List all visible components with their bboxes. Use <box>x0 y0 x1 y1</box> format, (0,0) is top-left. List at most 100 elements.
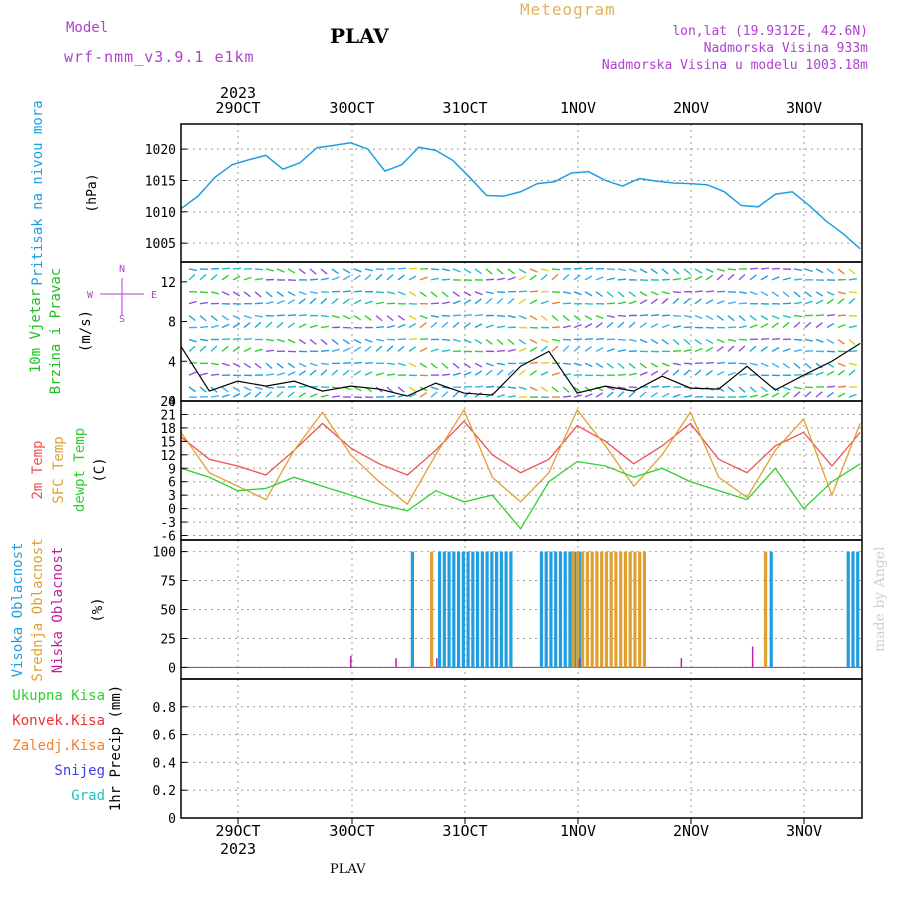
wind-barb <box>760 338 770 341</box>
mid-cloud-bar <box>600 551 604 668</box>
wind-barb <box>617 391 625 398</box>
wind-barb <box>298 392 307 398</box>
high-cloud-bar <box>456 551 461 668</box>
wind-barb <box>199 386 207 393</box>
wind-barb <box>364 300 373 305</box>
wind-barb <box>617 362 625 369</box>
wind-barb <box>760 393 769 398</box>
high-cloud-bar <box>499 551 503 668</box>
wind-barb <box>617 386 626 390</box>
wind-barb <box>848 325 857 329</box>
wind-barb <box>232 362 241 368</box>
wind-barb <box>793 268 803 271</box>
wind-barb <box>705 370 713 376</box>
mid-cloud-bar <box>619 551 623 668</box>
wind-barb <box>661 268 669 275</box>
wind-barb <box>342 314 351 320</box>
wind-barb <box>221 393 230 398</box>
wind-barb <box>628 268 637 273</box>
wind-barb <box>276 362 284 369</box>
wind-barb <box>419 347 428 352</box>
wind-barb <box>562 362 572 365</box>
wind-barb <box>507 276 516 281</box>
precip-legend-item: Snijeg <box>54 763 105 779</box>
wind-barb <box>364 274 372 281</box>
wind-barb <box>661 362 670 367</box>
pressure-line <box>180 142 861 250</box>
wind-barb <box>694 338 702 345</box>
wind-barb <box>639 322 647 329</box>
ytick-label-temperature: -3 <box>160 516 176 531</box>
mid-cloud-bar <box>576 551 580 668</box>
wind-barb <box>375 372 384 376</box>
wind-barb <box>331 395 341 398</box>
wind-barb <box>430 348 439 353</box>
wind-barb <box>815 371 824 376</box>
ylabel-low-cloud: Niska Oblacnost <box>50 547 66 673</box>
ylabel-wind-2: Brzina i Pravac <box>48 268 64 394</box>
wind-barb <box>441 349 451 353</box>
ytick-label-wind: 8 <box>168 316 176 331</box>
wind-barb <box>474 362 483 368</box>
wind-barb <box>584 386 592 393</box>
wind-barb <box>826 322 835 329</box>
wind-barb <box>320 277 329 281</box>
wind-barb <box>683 276 692 281</box>
wind-barb <box>639 314 649 317</box>
ylabel-temp2m: 2m Temp <box>30 440 46 499</box>
wind-barb <box>650 291 659 296</box>
ytick-label-pressure: 1005 <box>145 237 176 252</box>
wind-barb <box>397 386 405 393</box>
wind-barb <box>716 370 725 376</box>
wind-barb <box>397 345 405 352</box>
wind-barb <box>507 386 517 389</box>
wind-barb <box>727 386 735 393</box>
wind-barb <box>430 386 439 391</box>
wind-barb <box>551 315 559 322</box>
wind-barb <box>276 291 284 297</box>
wind-barb <box>474 298 482 305</box>
wind-barb <box>782 291 790 298</box>
wind-barb <box>760 315 769 321</box>
wind-barb <box>529 370 538 376</box>
wind-barb <box>683 369 691 376</box>
wind-barb <box>463 385 473 388</box>
wind-barb <box>188 338 197 343</box>
wind-barb <box>254 277 264 281</box>
wind-barb <box>782 321 790 329</box>
wind-barb <box>419 322 427 329</box>
wind-barb <box>463 299 472 305</box>
mid-cloud-bar <box>609 551 613 668</box>
wind-barb <box>408 267 418 270</box>
wind-barb <box>551 372 560 376</box>
wind-barb <box>254 314 264 318</box>
wind-barb <box>254 321 262 329</box>
precip-legend-item: Zaledj.Kisa <box>12 738 105 754</box>
wind-barb <box>298 362 307 368</box>
wind-barb <box>782 277 791 281</box>
wind-barb <box>342 290 352 293</box>
wind-barb <box>397 274 405 281</box>
wind-barb <box>518 386 527 390</box>
wind-barb <box>452 291 460 298</box>
wind-barb <box>694 268 703 274</box>
day-label-bottom: 1NOV <box>560 822 596 840</box>
ylabel-precip: 1hr Precip (mm) <box>108 685 124 811</box>
wind-barb <box>551 268 561 271</box>
temp-line-2 <box>180 460 861 530</box>
wind-barb <box>518 268 527 274</box>
mid-cloud-bar <box>642 551 647 668</box>
wind-barb <box>617 338 627 341</box>
wind-barb <box>804 362 812 369</box>
wind-barb <box>353 338 362 344</box>
wind-barb <box>672 393 681 398</box>
wind-barb <box>287 291 296 297</box>
wind-barb <box>738 386 746 393</box>
wind-barb <box>551 326 561 329</box>
wind-barb <box>408 393 417 398</box>
ytick-label-cloud: 25 <box>160 632 176 647</box>
high-cloud-bar <box>558 551 563 668</box>
wind-barb <box>364 345 372 352</box>
wind-barb <box>485 278 495 281</box>
wind-barb <box>210 315 218 322</box>
